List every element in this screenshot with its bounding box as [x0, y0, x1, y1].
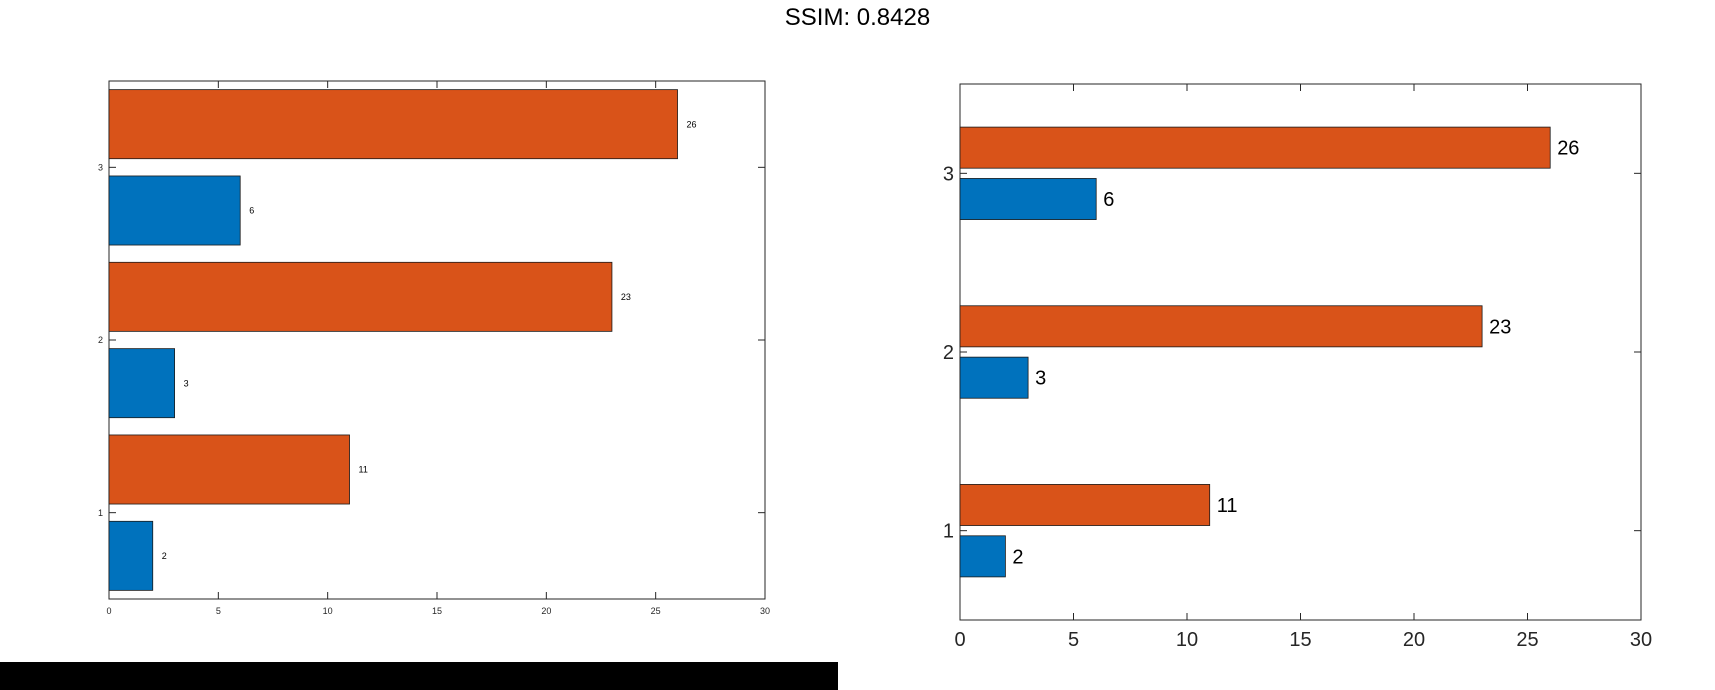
x-tick-label: 25 [1516, 629, 1538, 651]
y-tick-label: 1 [943, 521, 954, 543]
y-tick-label: 2 [943, 342, 954, 364]
bar-series2 [959, 126, 1551, 169]
data-label: 26 [1557, 138, 1579, 160]
y-tick-label: 3 [98, 162, 103, 172]
data-label: 11 [359, 465, 368, 475]
data-label: 2 [1012, 546, 1023, 568]
bar-series2 [959, 305, 1483, 348]
x-tick-label: 30 [760, 606, 770, 616]
x-tick-label: 10 [323, 606, 333, 616]
bar-series1 [959, 178, 1097, 220]
x-tick-label: 15 [432, 606, 442, 616]
x-tick-label: 5 [1068, 629, 1079, 651]
x-tick-label: 20 [541, 606, 551, 616]
data-label: 11 [1217, 495, 1238, 517]
data-label: 3 [184, 378, 189, 388]
y-tick-label: 3 [943, 163, 954, 185]
data-label: 26 [687, 119, 697, 129]
black-bar [0, 662, 838, 690]
data-label: 6 [1103, 189, 1114, 211]
x-tick-label: 15 [1289, 629, 1311, 651]
bar-series1 [959, 356, 1029, 399]
x-tick-label: 0 [954, 629, 965, 651]
bar-series1 [108, 520, 154, 591]
data-label: 2 [162, 551, 167, 561]
bar-series2 [108, 434, 350, 505]
x-tick-label: 25 [651, 606, 661, 616]
plot-area [108, 80, 766, 600]
bar-series2 [108, 89, 678, 160]
x-tick-label: 20 [1403, 629, 1425, 651]
bar-series1 [108, 175, 241, 246]
page-title: SSIM: 0.8428 [784, 4, 931, 31]
bar-series2 [108, 261, 613, 332]
bar-series2 [959, 484, 1211, 526]
data-label: 23 [621, 292, 631, 302]
y-tick-label: 2 [98, 335, 103, 345]
y-tick-label: 1 [98, 508, 103, 518]
x-tick-label: 30 [1630, 629, 1652, 651]
data-label: 23 [1489, 316, 1511, 338]
data-label: 6 [249, 206, 254, 216]
x-tick-label: 5 [216, 606, 221, 616]
data-label: 3 [1035, 368, 1046, 390]
bar-series1 [959, 535, 1006, 578]
bar-series1 [108, 348, 175, 419]
x-tick-label: 10 [1176, 629, 1198, 651]
x-tick-label: 0 [106, 606, 111, 616]
plot-area [959, 83, 1642, 621]
